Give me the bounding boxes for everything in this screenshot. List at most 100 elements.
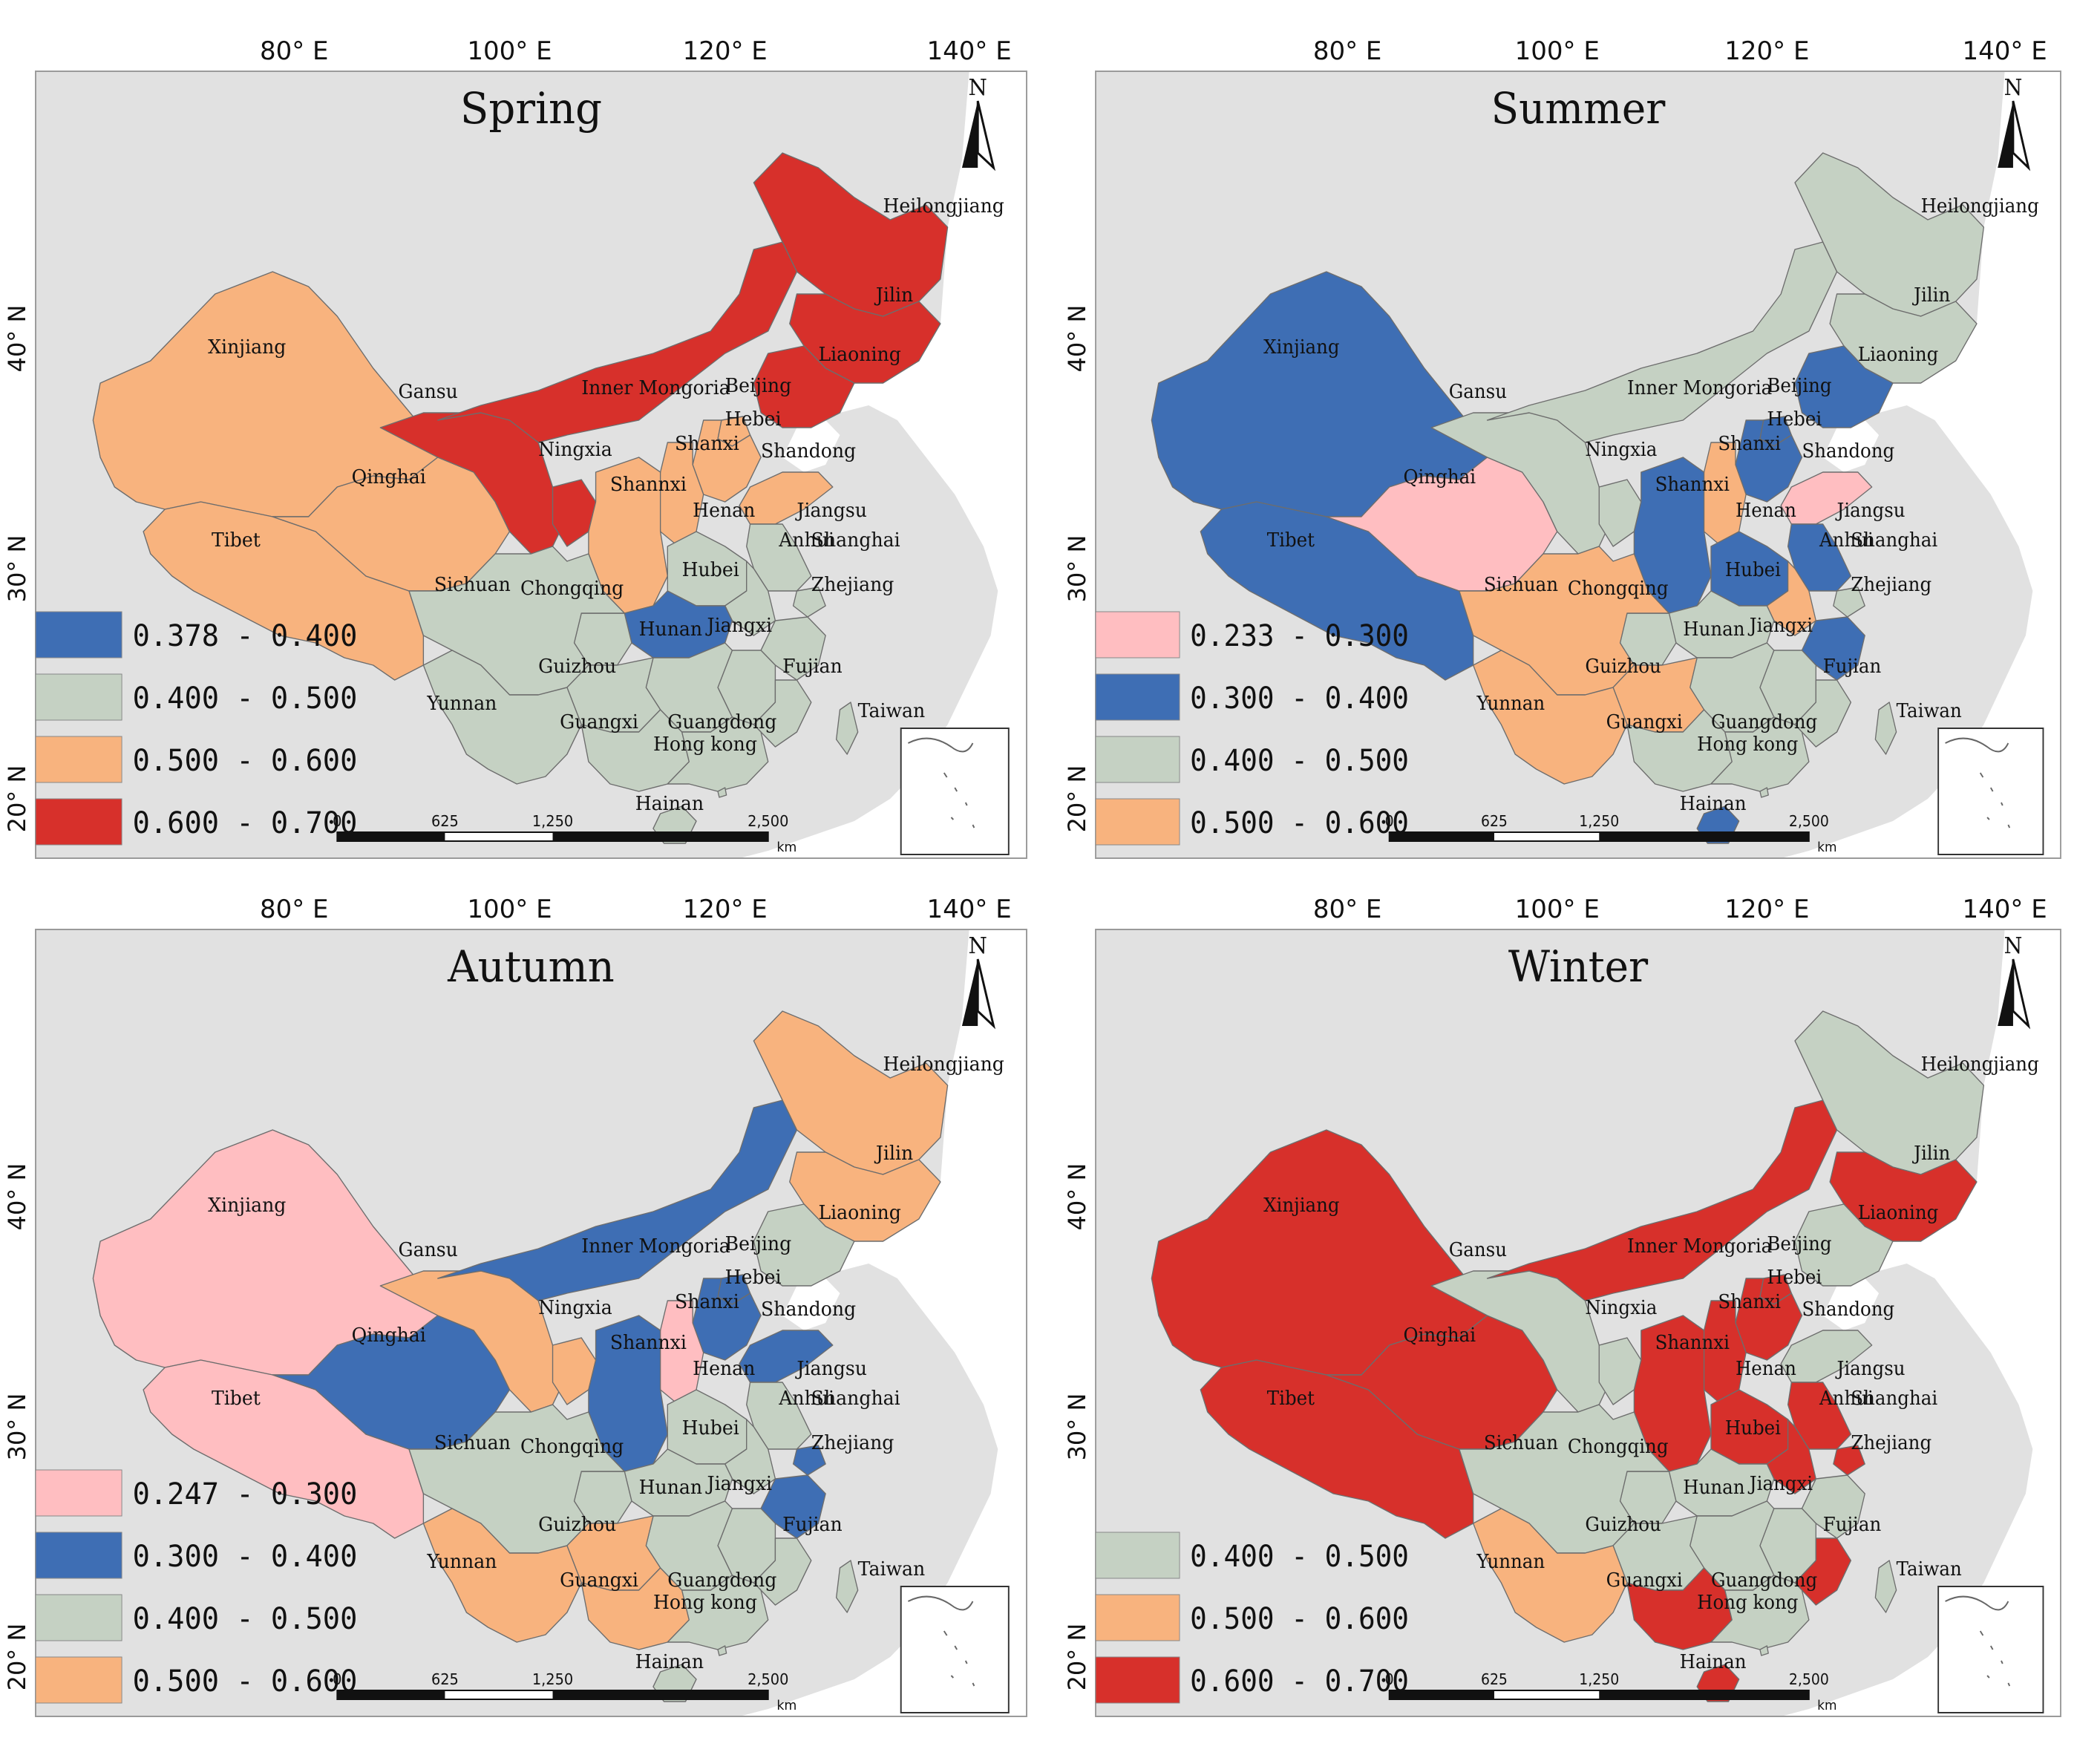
province-label: Sichuan <box>1484 573 1558 595</box>
scale-bar-tick: 2,500 <box>1789 812 1829 830</box>
legend-label: 0.300 - 0.400 <box>1190 682 1409 716</box>
province-label: Liaoning <box>1858 343 1938 365</box>
province-label: Shandong <box>1802 439 1894 462</box>
province-label: Shanxi <box>1718 1290 1781 1313</box>
legend-label: 0.400 - 0.500 <box>1190 744 1409 778</box>
province-label: Tibet <box>1267 529 1315 551</box>
province-heilongjiang <box>753 1010 949 1175</box>
province-label: Hebei <box>1767 408 1822 430</box>
province-label: Shannxi <box>1655 473 1730 495</box>
map-frame <box>1095 929 2061 1717</box>
map-canvas: Heilongjiang Jilin Liaoning Xinjiang Inner M… <box>35 71 1027 859</box>
province-label: Jilin <box>1911 1142 1950 1164</box>
province-liaoning <box>753 345 855 428</box>
sea-area <box>1822 1278 1880 1330</box>
scale-bar: 0 625 1,250 2,500 km <box>333 813 797 855</box>
inset-map <box>900 1586 1010 1713</box>
sea-area <box>1781 929 2061 1716</box>
province-heilongjiang <box>1794 1010 1985 1175</box>
legend-label: 0.400 - 0.500 <box>1190 1540 1409 1574</box>
legend-swatch <box>35 1656 122 1704</box>
scale-bar-tick: 0 <box>333 813 341 830</box>
province-label: Zhejiang <box>811 574 894 596</box>
legend-label: 0.400 - 0.500 <box>133 1601 358 1636</box>
province-label: Taiwan <box>858 700 926 722</box>
legend-label: 0.378 - 0.400 <box>133 618 358 653</box>
province-label: Heilongjiang <box>1921 195 2039 217</box>
legend-label: 0.247 - 0.300 <box>133 1477 358 1511</box>
province-taiwan <box>1874 702 1897 755</box>
province-shanghai <box>792 586 826 618</box>
scale-bar-tick: 0 <box>1385 1670 1394 1688</box>
legend-label: 0.400 - 0.500 <box>133 681 358 716</box>
province-label: Inner Mongoria <box>581 1235 730 1258</box>
province-label: Shandong <box>761 1298 856 1321</box>
map-body: Heilongjiang Jilin Liaoning Xinjiang Inner M… <box>36 929 1027 1716</box>
province-label: Guizhou <box>538 1514 616 1536</box>
province-taiwan <box>835 1560 859 1613</box>
province-label: Jiangsu <box>794 500 866 522</box>
province-label: Sichuan <box>434 574 511 596</box>
province-taiwan <box>1874 1560 1897 1613</box>
province-shanghai <box>1833 586 1865 618</box>
province-label: Anhui <box>778 529 834 552</box>
province-label: Hong kong <box>653 733 757 756</box>
province-label: Guangdong <box>667 711 776 733</box>
legend-label: 0.233 - 0.300 <box>1190 619 1409 653</box>
province-label: Hubei <box>1725 1416 1781 1439</box>
scale-bar: 0 625 1,250 2,500 km <box>1385 1670 1837 1713</box>
province-label: Jiangsu <box>1835 1357 1906 1379</box>
province-label: Taiwan <box>858 1558 926 1581</box>
inset-frame <box>1937 1586 2044 1713</box>
map-body: Heilongjiang Jilin Liaoning Xinjiang Inner M… <box>1096 929 2061 1716</box>
scale-bar-segment <box>337 1690 445 1699</box>
province-label: Hong kong <box>1697 1591 1798 1613</box>
legend-label: 0.500 - 0.600 <box>1190 1602 1409 1636</box>
north-label: N <box>2004 74 2023 100</box>
scale-bar-tick: 1,250 <box>532 1671 573 1688</box>
season-title: Spring <box>460 84 602 134</box>
province-label: Gansu <box>1449 1238 1507 1261</box>
province-label: Xinjiang <box>208 1194 286 1217</box>
province-hong-kong <box>1759 1645 1769 1656</box>
province-label: Qinghai <box>352 1324 426 1347</box>
province-inner-mongoria <box>1486 241 1838 443</box>
province-label: Hunan <box>1683 618 1744 640</box>
province-label: Jiangsu <box>1835 499 1906 521</box>
inset-islands <box>1979 772 2011 829</box>
latitude-label: 30° N <box>1063 535 1091 603</box>
latitude-label: 30° N <box>1063 1393 1091 1461</box>
north-arrow-icon: N <box>961 75 996 171</box>
map-body: Heilongjiang Jilin Liaoning Xinjiang Inner M… <box>36 71 1027 858</box>
province-label: Ningxia <box>1585 1296 1657 1318</box>
province-liaoning <box>1794 345 1894 428</box>
scale-bar-tick: 0 <box>1385 812 1394 830</box>
longitude-label: 140° E <box>927 895 1012 924</box>
province-label: Jiangxi <box>1747 1472 1813 1494</box>
province-fujian <box>1794 1537 1852 1606</box>
province-inner-mongoria <box>437 241 798 443</box>
province-inner-mongoria <box>437 1099 798 1301</box>
province-label: Yunnan <box>426 1551 497 1573</box>
province-label: Guangxi <box>1606 1569 1683 1591</box>
province-label: Guizhou <box>1585 1513 1661 1535</box>
province-shandong <box>1780 1330 1873 1383</box>
map-canvas: Heilongjiang Jilin Liaoning Xinjiang Inner M… <box>1095 929 2061 1717</box>
scale-bar: 0 625 1,250 2,500 km <box>333 1671 797 1713</box>
province-label: Hong kong <box>653 1592 757 1614</box>
province-anhui <box>724 1419 776 1494</box>
province-label: Xinjiang <box>1263 1194 1340 1216</box>
season-title: Autumn <box>447 942 615 992</box>
province-label: Jiangsu <box>794 1358 866 1380</box>
province-label: Fujian <box>1823 655 1882 677</box>
province-inner-mongoria <box>1486 1099 1838 1301</box>
province-label: Ningxia <box>538 1297 612 1319</box>
sea-area <box>782 1278 840 1330</box>
province-label: Guangdong <box>667 1569 776 1592</box>
province-label: Heilongjiang <box>1921 1053 2039 1075</box>
map-panel-summer: Heilongjiang Jilin Liaoning Xinjiang Inner M… <box>1095 71 2061 859</box>
province-label: Zhejiang <box>1851 573 1931 595</box>
inset-frame <box>900 728 1010 855</box>
longitude-label: 140° E <box>1963 36 2047 66</box>
legend-label: 0.500 - 0.600 <box>133 1664 358 1699</box>
